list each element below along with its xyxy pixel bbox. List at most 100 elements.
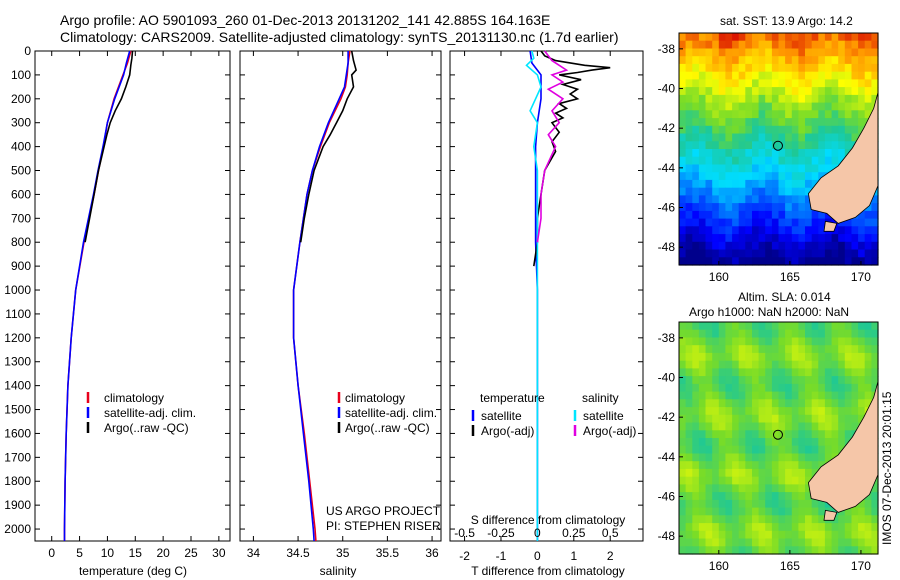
map-cell	[725, 523, 733, 532]
map-cell	[798, 422, 806, 431]
map-cell	[692, 507, 700, 516]
map-cell	[732, 48, 740, 57]
map-cell	[831, 234, 839, 243]
map-cell	[718, 71, 726, 80]
map-cell	[738, 430, 746, 439]
map-cell	[752, 172, 760, 181]
map-cell	[765, 195, 773, 204]
map-cell	[692, 383, 700, 393]
map-cell	[805, 329, 813, 338]
map-cell	[785, 430, 793, 439]
map-cell	[712, 210, 720, 220]
map-cell	[811, 530, 819, 540]
map-cell	[805, 376, 813, 385]
map-cell	[752, 507, 760, 516]
map-cell	[718, 546, 726, 555]
map-cell	[791, 187, 799, 196]
map-cell	[738, 218, 746, 227]
map-cell	[738, 210, 746, 220]
lat-tick-label: -40	[658, 371, 676, 385]
y-tick-label: 900	[11, 259, 31, 273]
map-cell	[718, 110, 726, 119]
legend-label: climatology	[345, 391, 405, 405]
map-frame	[678, 32, 879, 266]
map-cell	[698, 149, 707, 158]
map-cell	[778, 179, 786, 189]
map-cell	[858, 71, 866, 80]
salinity-tick-label: -0.25	[487, 526, 515, 540]
map-cell	[692, 179, 700, 189]
map-cell	[685, 149, 693, 158]
map-cell	[725, 195, 733, 204]
map-cell	[685, 110, 693, 119]
map-cell	[692, 407, 700, 416]
map-cell	[685, 33, 693, 42]
map-cell	[705, 210, 713, 220]
map-cell	[798, 337, 806, 346]
map-cell	[851, 507, 859, 516]
map-cell	[805, 399, 813, 408]
map-cell	[778, 172, 786, 181]
map-cell	[679, 141, 687, 150]
map-cell	[758, 118, 766, 127]
map-cell	[758, 476, 766, 485]
map-cell	[705, 234, 713, 243]
map-cell	[718, 391, 726, 400]
map-cell	[864, 492, 872, 501]
map-cell	[824, 445, 833, 454]
map-cell	[705, 399, 713, 408]
map-cell	[725, 179, 733, 189]
map-cell	[725, 352, 733, 362]
map-cell	[752, 56, 760, 65]
map-cell	[818, 461, 826, 470]
map-cell	[771, 368, 780, 377]
map-cell	[838, 110, 846, 119]
map-cell	[864, 352, 872, 362]
map-cell	[765, 546, 773, 555]
map-cell	[824, 530, 833, 540]
map-cell	[752, 368, 760, 377]
map-cell	[718, 430, 726, 439]
map-cell	[712, 445, 720, 454]
map-cell	[818, 156, 826, 165]
map-cell	[798, 40, 806, 49]
map-cell	[738, 40, 746, 49]
map-cell	[851, 102, 859, 111]
legend-title: salinity	[582, 391, 619, 405]
map-cell	[679, 546, 687, 555]
map-cell	[718, 523, 726, 532]
map-cell	[864, 102, 872, 111]
map-cell	[758, 63, 766, 73]
map-cell	[698, 48, 707, 57]
map-cell	[791, 453, 799, 462]
map-cell	[844, 241, 852, 251]
map-cell	[811, 226, 819, 235]
map-cell	[785, 499, 793, 509]
map-cell	[798, 438, 806, 447]
map-cell	[765, 218, 773, 227]
map-cell	[798, 102, 806, 111]
map-cell	[712, 141, 720, 150]
map-cell	[805, 234, 813, 243]
sst-map-title: sat. SST: 13.9 Argo: 14.2	[720, 14, 853, 28]
map-cell	[732, 499, 740, 509]
map-cell	[745, 399, 753, 408]
map-cell	[725, 149, 733, 158]
map-cell	[758, 530, 766, 540]
map-cell	[811, 515, 819, 524]
map-cell	[811, 164, 819, 173]
map-cell	[771, 56, 780, 65]
map-cell	[718, 63, 726, 73]
island	[823, 509, 838, 521]
map-cell	[725, 468, 733, 478]
map-cell	[771, 414, 780, 424]
map-cell	[838, 149, 846, 158]
project-annotation: US ARGO PROJECT	[326, 504, 441, 518]
map-cell	[851, 234, 859, 243]
map-cell	[758, 438, 766, 447]
map-cell	[745, 87, 753, 96]
map-cell	[791, 102, 799, 111]
map-cell	[692, 453, 700, 462]
map-cell	[838, 430, 846, 439]
map-cell	[771, 430, 780, 439]
